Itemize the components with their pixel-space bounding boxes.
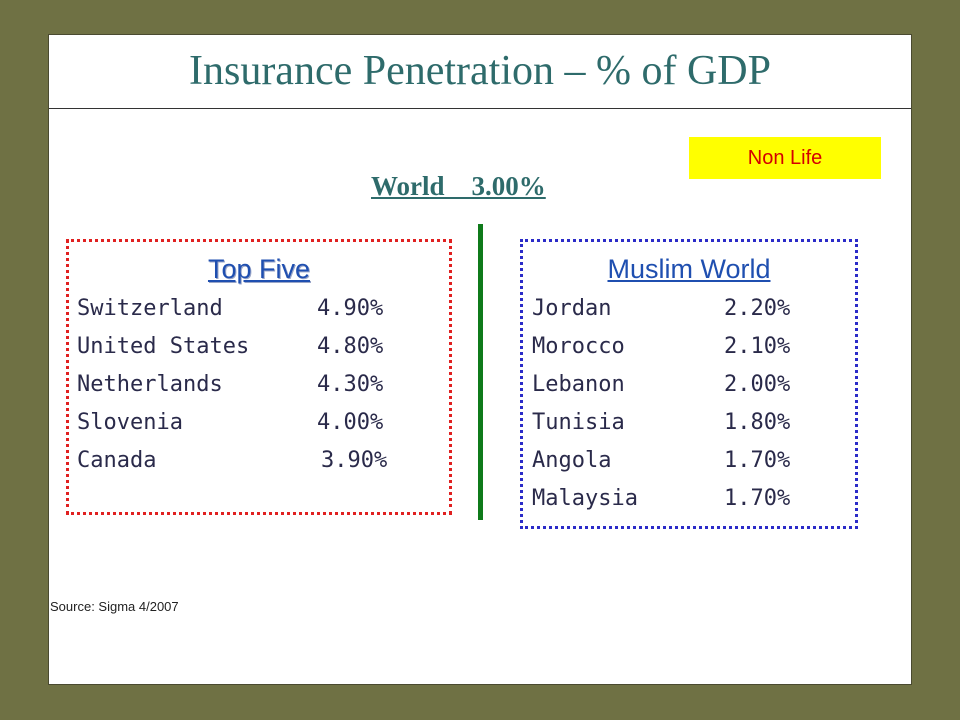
vertical-divider [478, 224, 483, 520]
list-item: Canada 3.90% [77, 448, 387, 473]
country-name: Netherlands [77, 372, 223, 397]
country-name: Slovenia [77, 410, 183, 435]
country-value: 1.70% [724, 486, 791, 511]
top-five-box: Top Five Switzerland 4.90% United States… [66, 239, 452, 515]
top-five-heading: Top Five [207, 254, 311, 284]
country-name: Jordan [532, 296, 612, 321]
list-item: Malaysia 1.70% [532, 486, 790, 511]
title-divider [49, 108, 911, 109]
source-note: Source: Sigma 4/2007 [50, 599, 179, 614]
muslim-world-heading: Muslim World [607, 254, 771, 284]
list-item: Tunisia 1.80% [532, 410, 790, 435]
country-name: Tunisia [532, 410, 625, 435]
list-item: Switzerland 4.90% [77, 296, 383, 321]
country-value: 4.90% [317, 296, 384, 321]
country-name: Canada [77, 448, 157, 473]
list-item: Slovenia 4.00% [77, 410, 383, 435]
country-value: 2.00% [724, 372, 791, 397]
country-name: Switzerland [77, 296, 223, 321]
country-value: 2.20% [724, 296, 791, 321]
list-item: Morocco 2.10% [532, 334, 790, 359]
country-value: 2.10% [724, 334, 791, 359]
slide-title: Insurance Penetration – % of GDP [188, 48, 771, 94]
world-average: World 3.00% [371, 171, 546, 201]
list-item: United States 4.80% [77, 334, 383, 359]
non-life-badge: Non Life [689, 137, 881, 179]
country-value: 1.70% [724, 448, 791, 473]
country-value: 1.80% [724, 410, 791, 435]
country-value: 4.80% [317, 334, 384, 359]
list-item: Lebanon 2.00% [532, 372, 790, 397]
slide: Insurance Penetration – % of GDP Non Lif… [48, 34, 912, 685]
country-value: 4.30% [317, 372, 384, 397]
list-item: Jordan 2.20% [532, 296, 790, 321]
country-name: Morocco [532, 334, 625, 359]
country-name: Malaysia [532, 486, 638, 511]
country-value: 4.00% [317, 410, 384, 435]
muslim-world-box: Muslim World Jordan 2.20% Morocco 2.10% … [520, 239, 858, 529]
country-name: Lebanon [532, 372, 625, 397]
country-name: United States [77, 334, 250, 359]
country-name: Angola [532, 448, 612, 473]
country-value: 3.90% [321, 448, 388, 473]
list-item: Angola 1.70% [532, 448, 790, 473]
list-item: Netherlands 4.30% [77, 372, 383, 397]
